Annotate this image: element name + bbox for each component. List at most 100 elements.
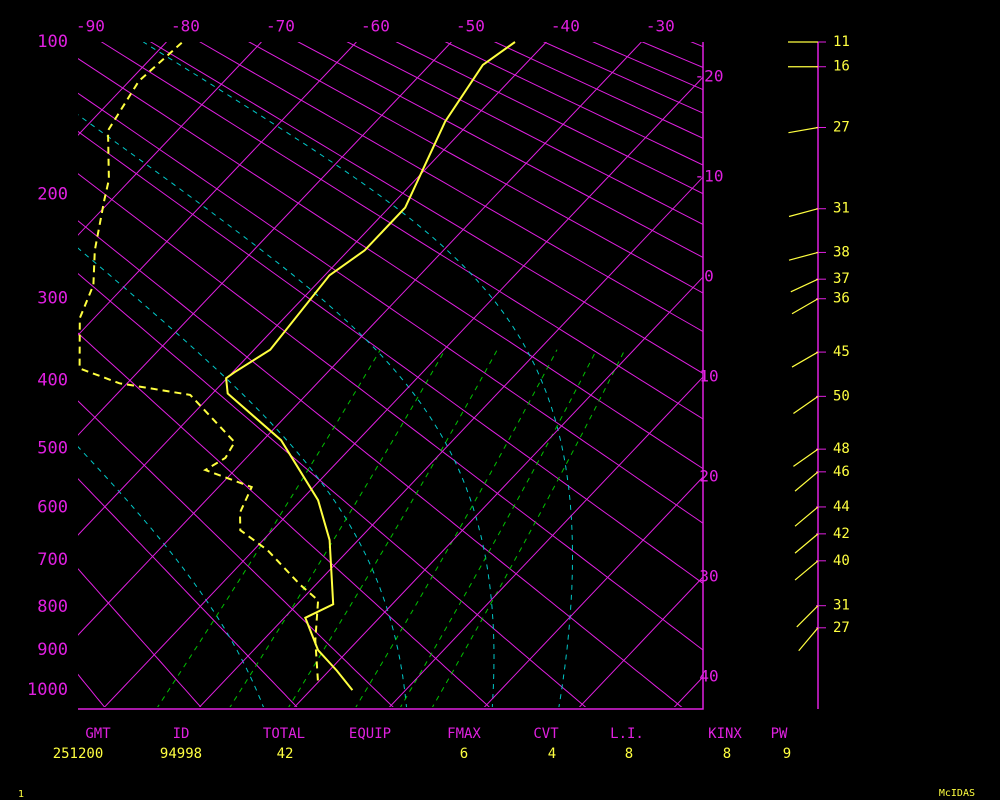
stat-label: GMT [85,726,111,742]
y-tick-label: 700 [37,550,68,570]
wind-stick [788,251,819,261]
isotherm [78,42,167,136]
stat-value: 42 [277,746,294,762]
page-number: 1 [18,789,24,800]
wind-speed-label: 27 [833,620,850,636]
wind-speed-label: 16 [833,59,850,75]
dry-adiabat [149,42,703,374]
y-tick-label: 600 [37,497,68,517]
y-tick-label: 300 [37,289,68,309]
mixing-ratio-line [400,349,598,707]
dry-adiabat [641,42,703,69]
stat-label: CVT [533,726,559,742]
wind-speed-label: 31 [833,201,850,217]
wind-stick [796,605,819,628]
x-tick-label: -70 [266,17,295,36]
stat-value: 251200 [53,746,104,762]
wind-speed-label: 40 [833,553,850,569]
isotherm [578,576,703,707]
dry-adiabat [395,42,703,195]
dry-adiabat [78,130,703,585]
y-tick-label: 500 [37,439,68,459]
isotherm [293,276,703,707]
mixing-ratio-line [288,349,498,707]
mixing-ratio-line [355,349,558,707]
stat-value: 6 [460,746,468,762]
stat-value: 4 [548,746,556,762]
stat-label: ID [173,726,190,742]
isotherm [78,42,547,536]
dry-adiabat [78,332,490,707]
wind-speed-label: 37 [833,271,850,287]
x-tick-label: -60 [361,17,390,36]
wind-stick [793,395,819,415]
dry-adiabat [690,42,703,48]
dry-adiabat [592,42,703,91]
sounding-line [78,41,320,681]
stat-label: PW [771,726,788,742]
isotherm [78,42,642,636]
plot-frame [78,42,704,710]
mixing-ratio-line [431,349,626,707]
dry-adiabat [832,21,1000,712]
y-tick-label: 800 [37,597,68,617]
wind-speed-label: 50 [833,388,850,404]
stat-label: EQUIP [349,726,391,742]
reference-lines [78,21,1000,712]
mixing-ratio-line [157,349,381,707]
isotherm [388,376,703,707]
dry-adiabat [78,173,703,651]
wind-speed-label: 31 [833,598,850,614]
y-tick-label: 1000 [27,680,68,700]
dry-adiabat [542,42,703,114]
wind-speed-label: 45 [833,344,850,360]
y-tick-label: 900 [37,640,68,660]
x-tick-label: 0 [704,267,714,286]
isotherm [103,76,703,707]
wind-stick [794,533,819,554]
wind-speed-label: 42 [833,526,850,542]
wind-speed-label: 48 [833,441,850,457]
plot: -90 -80 -70 -60 -50 -40 -30 -20 -10 0 10 20 30 40 100 2… [27,17,850,763]
wind-stick [788,126,819,134]
stat-label: TOTAL [263,726,305,742]
moist-adiabat [143,42,573,707]
dry-adiabat [78,92,703,524]
x-tick-label: 10 [699,367,718,386]
dry-adiabat [784,21,1000,712]
dry-adiabat [297,42,703,258]
isotherm [483,476,703,707]
mixing-ratio-line [229,349,446,707]
sounding-line [225,41,516,691]
isotherm [78,42,452,436]
x-tick-label: -50 [456,17,485,36]
wind-stick [791,351,819,368]
x-tick-label: -40 [551,17,580,36]
dry-adiabat [493,42,703,139]
x-tick-label: 30 [699,567,718,586]
isotherm [198,176,703,707]
stat-value: 94998 [160,746,202,762]
wind-speed-label: 36 [833,291,850,307]
wind-speed-label: 11 [833,34,850,50]
wind-stick [794,471,819,492]
wind-stick [790,278,819,293]
dry-adiabat [248,42,703,294]
dry-adiabat [78,400,394,707]
wind-stick [793,448,819,467]
wind-speed-label: 46 [833,464,850,480]
x-tick-label: -20 [695,67,724,86]
x-tick-label: -30 [646,17,675,36]
x-tick-label: -80 [171,17,200,36]
dry-adiabat [346,42,703,225]
dry-adiabat [100,42,703,420]
moist-adiabat [78,446,264,707]
source-label: McIDAS [939,788,975,799]
y-tick-label: 200 [37,184,68,204]
stat-value: 8 [625,746,633,762]
stat-label: KINX [708,726,742,742]
wind-speed-label: 27 [833,120,850,136]
stat-label: FMAX [447,726,481,742]
dry-adiabat [199,42,703,333]
